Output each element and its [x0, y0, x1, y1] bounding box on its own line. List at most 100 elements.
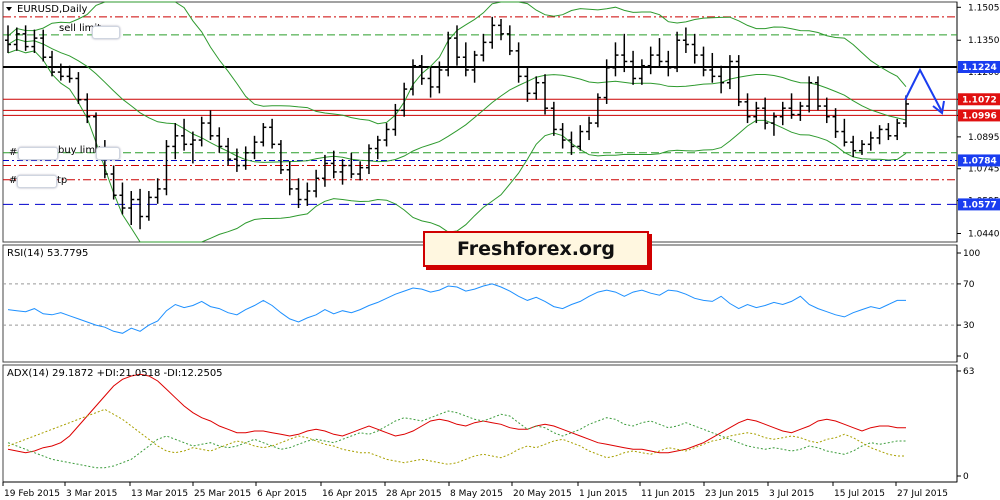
redacted-box [18, 147, 58, 160]
ohlc-bar [163, 140, 170, 196]
ohlc-bar [269, 118, 276, 149]
ohlc-bar [753, 101, 760, 124]
ohlc-bar [357, 161, 364, 181]
rsi-tick-label: 30 [963, 321, 975, 331]
ohlc-bar [75, 72, 82, 104]
ohlc-bar [260, 123, 267, 147]
ohlc-bar [462, 42, 469, 77]
ohlc-bar [66, 65, 73, 83]
price-tick-label: 1.1350 [968, 36, 1000, 46]
time-tick-label: 16 Apr 2015 [322, 489, 378, 499]
ohlc-bar [110, 165, 117, 200]
ohlc-bar [365, 144, 372, 175]
ohlc-bar [31, 29, 38, 53]
ohlc-bar [489, 16, 496, 49]
time-tick-label: 27 Jul 2015 [897, 489, 948, 499]
ohlc-bar [691, 33, 698, 64]
time-tick-label: 28 Apr 2015 [386, 489, 442, 499]
ohlc-bar [744, 93, 751, 124]
time-tick-label: 11 Jun 2015 [641, 489, 695, 499]
ohlc-bar [885, 123, 892, 141]
ohlc-bar [339, 159, 346, 185]
ohlc-bar [797, 101, 804, 121]
ohlc-bar [656, 38, 663, 68]
adx-tick-label: 0 [963, 472, 969, 482]
ohlc-bar [172, 123, 179, 160]
adx-series-line-1 [7, 410, 906, 469]
band-line [7, 38, 907, 163]
ohlc-bar [321, 154, 328, 187]
level-badge-label: 1.1224 [962, 63, 997, 73]
rsi-tick-label: 100 [963, 249, 980, 259]
ohlc-bar [779, 101, 786, 126]
price-tick-label: 1.0440 [968, 230, 1000, 240]
forecast-arrow [904, 67, 942, 111]
time-tick-label: 1 Jun 2015 [579, 489, 627, 499]
rsi-title: RSI(14) 53.7795 [7, 248, 88, 259]
ohlc-bar [876, 125, 883, 145]
ohlc-bar [858, 140, 865, 155]
time-tick-label: 23 Jun 2015 [705, 489, 759, 499]
ohlc-bar [13, 27, 20, 51]
ohlc-bar [374, 135, 381, 160]
level-badge [958, 60, 1000, 73]
ohlc-bar [718, 65, 725, 94]
ohlc-bar [286, 161, 293, 196]
ohlc-bar [586, 116, 593, 141]
ohlc-bar [137, 188, 144, 230]
price-tick-label: 1.0895 [968, 133, 1000, 143]
ohlc-bar [189, 131, 196, 164]
level-badge-label: 1.0577 [962, 200, 997, 210]
ohlc-bar [550, 101, 557, 136]
ohlc-bar [225, 137, 232, 166]
time-tick-label: 6 Apr 2015 [257, 489, 307, 499]
adx-series-line-2 [7, 408, 906, 465]
ohlc-bar [814, 76, 821, 111]
brand-watermark: Freshforex.org [423, 231, 649, 267]
chart-title: EURUSD,Daily [17, 4, 88, 15]
adx-tick-label: 63 [963, 367, 974, 377]
ohlc-bar [894, 118, 901, 141]
redacted-box [92, 26, 120, 39]
ohlc-bar [181, 118, 188, 151]
time-tick-label: 8 May 2015 [450, 489, 503, 499]
ohlc-bar [506, 25, 513, 56]
order-label-tp: tp [57, 175, 67, 186]
time-tick-label: 19 Feb 2015 [4, 489, 60, 499]
ohlc-bar [665, 50, 672, 77]
ohlc-bar [40, 29, 47, 62]
ohlc-bar [709, 52, 716, 83]
level-badge [958, 109, 1000, 122]
ohlc-bar [480, 33, 487, 62]
time-tick-label: 3 Jul 2015 [769, 489, 814, 499]
level-badge-label: 1.0784 [962, 156, 997, 166]
ohlc-bar [647, 46, 654, 75]
time-tick-label: 20 May 2015 [513, 489, 572, 499]
ohlc-bar [832, 108, 839, 138]
panel-frame-main [2, 1, 958, 243]
ohlc-bar [418, 55, 425, 85]
time-tick-label: 13 Mar 2015 [131, 489, 188, 499]
price-tick-label: 1.1200 [968, 68, 1000, 78]
ohlc-bar [242, 146, 249, 170]
level-badge [958, 154, 1000, 167]
ohlc-bar [621, 33, 628, 73]
ohlc-bar [436, 61, 443, 94]
ohlc-bar [577, 125, 584, 151]
ohlc-bar [57, 63, 64, 81]
ohlc-bar [630, 50, 637, 85]
ohlc-bar [84, 93, 91, 124]
level-badge [958, 198, 1000, 211]
ohlc-bar [498, 18, 505, 41]
ohlc-bar [806, 76, 813, 113]
ohlc-bar [49, 50, 56, 77]
ohlc-bar [823, 97, 830, 124]
ohlc-bar [594, 93, 601, 128]
ohlc-bar [903, 95, 909, 128]
ohlc-bar [515, 42, 522, 83]
time-tick-label: 3 Mar 2015 [66, 489, 117, 499]
ohlc-bar [770, 112, 777, 136]
ohlc-bar [392, 103, 399, 136]
ohlc-bar [383, 123, 390, 147]
